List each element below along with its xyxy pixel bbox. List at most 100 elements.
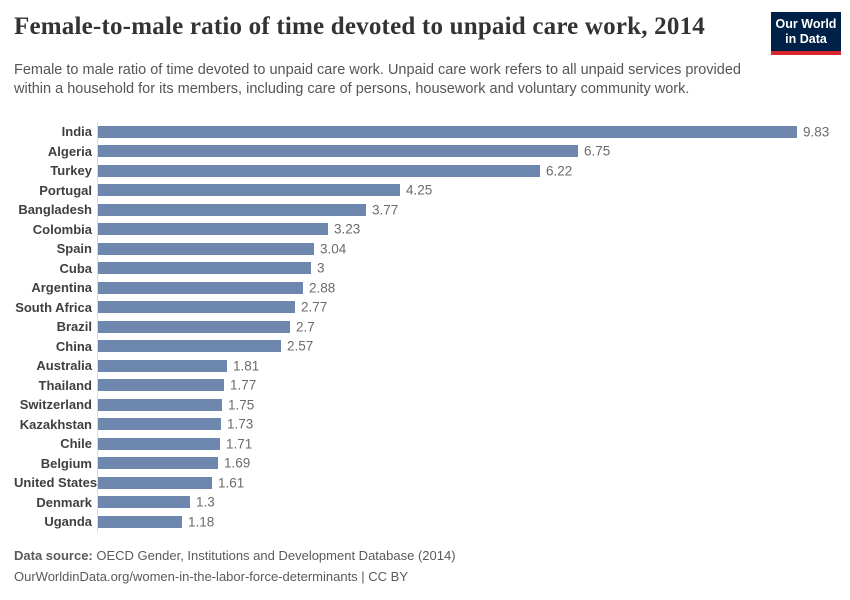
bar-area: 6.22: [97, 161, 840, 181]
bar-area: 1.69: [97, 453, 840, 473]
bar[interactable]: [98, 418, 221, 431]
bar-area: 1.73: [97, 414, 840, 434]
value-label: 1.3: [196, 494, 215, 510]
value-label: 3.04: [320, 241, 347, 257]
bar-area: 1.18: [97, 512, 840, 532]
country-label: Algeria: [47, 143, 92, 159]
value-label: 4.25: [406, 182, 433, 198]
value-label: 1.75: [228, 397, 255, 413]
value-label: 1.18: [188, 514, 215, 530]
country-label: Cuba: [59, 260, 93, 276]
chart-row: Portugal 4.25: [14, 180, 840, 200]
country-label: Spain: [56, 241, 92, 257]
country-label: India: [61, 124, 92, 140]
bar[interactable]: [98, 223, 328, 236]
country-label: Colombia: [32, 221, 92, 237]
chart-row: South Africa 2.77: [14, 297, 840, 317]
data-source-label: Data source:: [14, 548, 93, 563]
chart-row: Brazil 2.7: [14, 317, 840, 337]
country-label: United States: [14, 475, 98, 491]
value-label: 1.77: [230, 377, 257, 393]
bar-area: 9.83: [97, 122, 840, 142]
chart-title: Female-to-male ratio of time devoted to …: [14, 13, 705, 40]
data-source-text: OECD Gender, Institutions and Developmen…: [96, 548, 456, 563]
bar[interactable]: [98, 379, 224, 392]
chart-row: Thailand 1.77: [14, 375, 840, 395]
value-label: 6.22: [546, 163, 573, 179]
owid-logo-line2: in Data: [785, 32, 827, 46]
bar-area: 2.57: [97, 336, 840, 356]
chart-row: Argentina 2.88: [14, 278, 840, 298]
country-label: Thailand: [38, 377, 92, 393]
bar[interactable]: [98, 164, 540, 177]
value-label: 3: [317, 260, 325, 276]
chart-row: Turkey 6.22: [14, 161, 840, 181]
bar[interactable]: [98, 496, 190, 509]
chart-row: Colombia 3.23: [14, 219, 840, 239]
chart-row: Switzerland 1.75: [14, 395, 840, 415]
bar-area: 3.04: [97, 239, 840, 259]
value-label: 2.88: [309, 280, 336, 296]
bar-chart: India 9.83 Algeria 6.75 Turkey 6.22 Portugal 4.…: [14, 122, 840, 532]
country-label: Switzerland: [19, 397, 92, 413]
value-label: 3.23: [334, 221, 361, 237]
bar[interactable]: [98, 145, 578, 158]
bar[interactable]: [98, 320, 290, 333]
bar[interactable]: [98, 515, 182, 528]
bar-area: 4.25: [97, 180, 840, 200]
chart-subtitle: Female to male ratio of time devoted to …: [14, 62, 741, 97]
country-label: Kazakhstan: [19, 416, 92, 432]
bar-area: 1.61: [97, 473, 840, 493]
chart-row: Bangladesh 3.77: [14, 200, 840, 220]
chart-row: United States 1.61: [14, 473, 840, 493]
country-label: Belgium: [40, 455, 92, 471]
bar[interactable]: [98, 281, 303, 294]
value-label: 1.71: [226, 436, 253, 452]
country-label: Uganda: [44, 514, 92, 530]
bar[interactable]: [98, 359, 227, 372]
country-label: Portugal: [39, 182, 92, 198]
chart-row: Cuba 3: [14, 258, 840, 278]
bar-area: 2.77: [97, 297, 840, 317]
value-label: 9.83: [803, 124, 830, 140]
chart-row: Kazakhstan 1.73: [14, 414, 840, 434]
value-label: 1.61: [218, 475, 245, 491]
value-label: 1.69: [224, 455, 251, 471]
chart-row: Denmark 1.3: [14, 492, 840, 512]
chart-row: China 2.57: [14, 336, 840, 356]
value-label: 2.7: [296, 319, 315, 335]
value-label: 2.57: [287, 338, 314, 354]
data-source-line: Data source: OECD Gender, Institutions a…: [14, 545, 456, 566]
chart-row: Australia 1.81: [14, 356, 840, 376]
bar[interactable]: [98, 476, 212, 489]
bar-area: 6.75: [97, 141, 840, 161]
bar-area: 1.77: [97, 375, 840, 395]
value-label: 3.77: [372, 202, 399, 218]
bar[interactable]: [98, 340, 281, 353]
bar-area: 1.75: [97, 395, 840, 415]
country-label: Chile: [60, 436, 92, 452]
bar[interactable]: [98, 184, 400, 197]
chart-row: Spain 3.04: [14, 239, 840, 259]
bar[interactable]: [98, 125, 797, 138]
bar[interactable]: [98, 398, 222, 411]
bar[interactable]: [98, 262, 311, 275]
bar-area: 3: [97, 258, 840, 278]
bar-area: 2.7: [97, 317, 840, 337]
owid-logo-line1: Our World: [775, 17, 837, 31]
value-label: 1.81: [233, 358, 260, 374]
bar-area: 3.23: [97, 219, 840, 239]
chart-row: India 9.83: [14, 122, 840, 142]
country-label: Argentina: [31, 280, 92, 296]
bar[interactable]: [98, 203, 366, 216]
country-label: China: [55, 338, 92, 354]
bar[interactable]: [98, 301, 295, 314]
chart-footer: Data source: OECD Gender, Institutions a…: [14, 545, 456, 587]
country-label: Turkey: [50, 163, 92, 179]
country-label: Australia: [36, 358, 92, 374]
bar[interactable]: [98, 242, 314, 255]
bar[interactable]: [98, 437, 220, 450]
owid-logo: Our World in Data: [771, 12, 841, 55]
bar[interactable]: [98, 457, 218, 470]
